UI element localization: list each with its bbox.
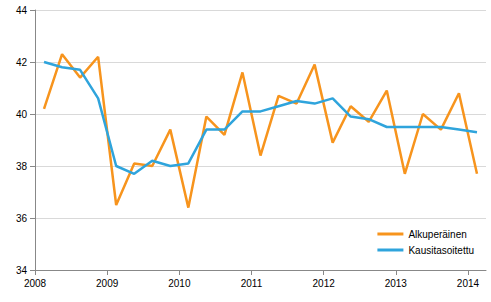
svg-text:2010: 2010 (168, 278, 191, 289)
svg-text:34: 34 (16, 265, 28, 276)
svg-text:2013: 2013 (385, 278, 408, 289)
svg-text:42: 42 (16, 57, 28, 68)
svg-text:2014: 2014 (457, 278, 480, 289)
svg-text:38: 38 (16, 161, 28, 172)
svg-text:36: 36 (16, 213, 28, 224)
svg-text:2011: 2011 (241, 278, 263, 289)
svg-text:2009: 2009 (96, 278, 119, 289)
svg-text:44: 44 (16, 5, 28, 16)
svg-text:40: 40 (16, 109, 28, 120)
svg-text:2012: 2012 (313, 278, 336, 289)
svg-text:Kausitasoitettu: Kausitasoitettu (408, 245, 474, 256)
svg-text:2008: 2008 (24, 278, 47, 289)
svg-text:Alkuperäinen: Alkuperäinen (408, 229, 466, 240)
